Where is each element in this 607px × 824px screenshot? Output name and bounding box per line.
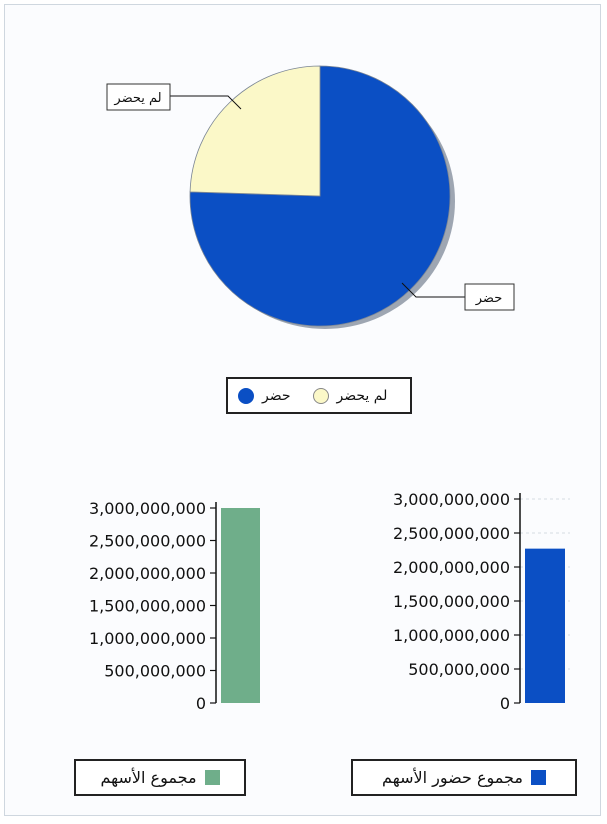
y-tick-label: 500,000,000 — [408, 660, 510, 679]
y-tick-label: 2,000,000,000 — [89, 564, 206, 583]
pie-chart: لم يحضر حضر — [106, 65, 515, 329]
y-tick-label: 1,000,000,000 — [393, 626, 510, 645]
callout-label-present: حضر — [475, 291, 502, 306]
legend-swatch-attended-shares — [530, 770, 546, 785]
y-tick-label: 1,000,000,000 — [89, 629, 206, 648]
legend-label-absent: لم يحضر — [336, 387, 388, 404]
bar — [221, 508, 260, 703]
y-tick-label: 3,000,000,000 — [393, 490, 510, 509]
y-tick-label: 2,500,000,000 — [393, 524, 510, 543]
y-tick-label: 1,500,000,000 — [393, 592, 510, 611]
callout-box-absent — [106, 83, 171, 111]
legend-swatch-total-shares — [204, 770, 220, 785]
y-tick-label: 500,000,000 — [104, 662, 206, 681]
leader-line-present — [401, 282, 465, 298]
y-tick-label: 2,500,000,000 — [89, 532, 206, 551]
leader-line-absent — [170, 95, 242, 110]
pie-slice-absent — [189, 65, 321, 197]
callout-box-present — [464, 283, 515, 311]
y-tick-label: 1,500,000,000 — [89, 597, 206, 616]
legend-swatch-absent — [312, 387, 329, 404]
bar-chart-total-shares: 3,000,000,000 2,500,000,000 2,000,000,000 1… — [89, 499, 260, 713]
legend-attended-shares: مجموع حضور الأسهم — [351, 759, 577, 796]
y-tick-label: 3,000,000,000 — [89, 499, 206, 518]
callout-label-absent: لم يحضر — [113, 91, 161, 106]
y-tick-label: 0 — [500, 694, 510, 713]
legend-total-shares: مجموع الأسهم — [74, 759, 246, 796]
pie-legend: حضر لم يحضر — [226, 377, 412, 414]
legend-label-attended-shares: مجموع حضور الأسهم — [382, 768, 523, 787]
y-tick-label: 2,000,000,000 — [393, 558, 510, 577]
bar-chart-attended-shares: 3,000,000,000 2,500,000,000 2,000,000,000 1… — [393, 490, 570, 713]
y-tick-label: 0 — [196, 694, 206, 713]
legend-swatch-present — [238, 387, 254, 404]
legend-label-total-shares: مجموع الأسهم — [100, 768, 197, 787]
bar — [525, 548, 565, 703]
legend-label-present: حضر — [262, 387, 291, 404]
